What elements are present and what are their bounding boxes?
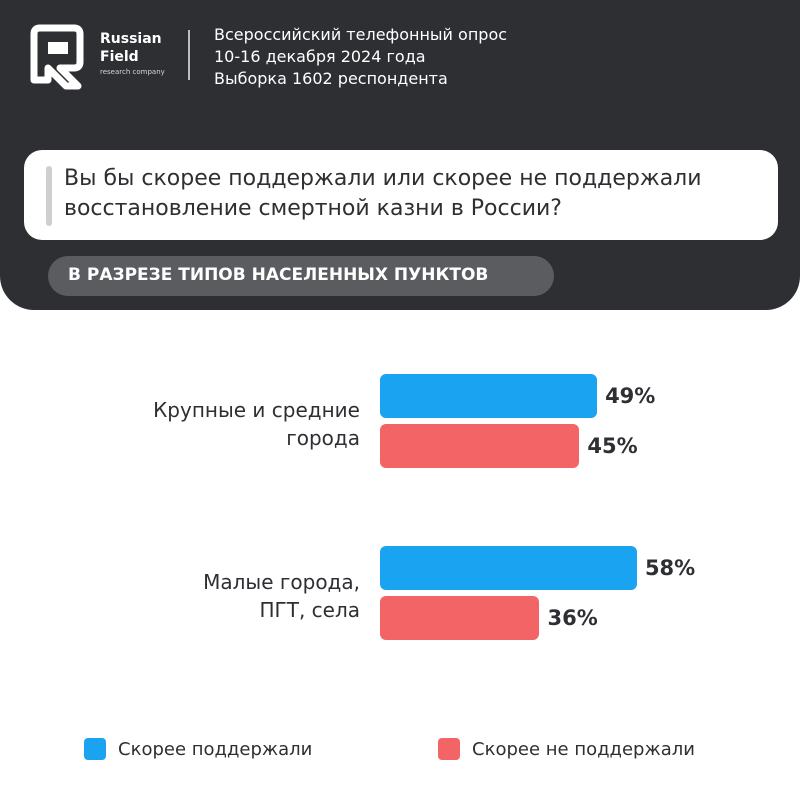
bar-support bbox=[380, 546, 637, 590]
question-text: Вы бы скорее поддержали или скорее не по… bbox=[64, 166, 702, 221]
legend-item: Скорее не поддержали bbox=[438, 736, 695, 762]
brand-name-line2: Field bbox=[100, 49, 139, 65]
bar-chart: Крупные и средние города 49% 45% Малые город… bbox=[0, 330, 800, 650]
survey-info-line1: Всероссийский телефонный опрос bbox=[214, 25, 508, 44]
bar-value-label: 58% bbox=[644, 556, 696, 580]
survey-info-line2: 10-16 декабря 2024 года bbox=[214, 47, 426, 66]
bar-value-label: 45% bbox=[587, 434, 638, 458]
section-label: В РАЗРЕЗЕ ТИПОВ НАСЕЛЕННЫХ ПУНКТОВ bbox=[68, 265, 489, 285]
category-label-line: города bbox=[286, 426, 360, 450]
bar-value-label: 36% bbox=[547, 606, 598, 630]
legend-label: Скорее не поддержали bbox=[472, 738, 695, 760]
category-label: Крупные и средние города bbox=[60, 396, 360, 452]
bar-support bbox=[380, 374, 598, 418]
survey-info: Всероссийский телефонный опрос 10-16 дек… bbox=[214, 24, 507, 90]
category-label: Малые города, ПГТ, села bbox=[60, 568, 360, 624]
header-panel: Russian Field research company Всероссий… bbox=[0, 0, 800, 310]
bar-oppose bbox=[380, 424, 580, 468]
category-label-line: Малые города, bbox=[203, 570, 360, 594]
category-label-line: Крупные и средние bbox=[153, 398, 360, 422]
legend-item: Скорее поддержали bbox=[84, 736, 312, 762]
brand-name: Russian Field research company bbox=[100, 30, 165, 78]
category-label-line: ПГТ, села bbox=[259, 598, 360, 622]
chart-legend: Скорее поддержали Скорее не поддержали bbox=[0, 736, 800, 766]
legend-swatch bbox=[438, 738, 460, 760]
question-accent-bar bbox=[46, 166, 52, 226]
section-label-pill: В РАЗРЕЗЕ ТИПОВ НАСЕЛЕННЫХ ПУНКТОВ bbox=[48, 256, 554, 296]
bar-oppose bbox=[380, 596, 540, 640]
brand-tagline: research company bbox=[100, 68, 165, 76]
legend-swatch bbox=[84, 738, 106, 760]
survey-info-line3: Выборка 1602 респондента bbox=[214, 69, 448, 88]
header-divider bbox=[188, 30, 190, 80]
brand-name-line1: Russian bbox=[100, 31, 162, 47]
legend-label: Скорее поддержали bbox=[118, 738, 313, 760]
russian-field-logo-icon bbox=[30, 24, 84, 90]
bar-value-label: 49% bbox=[605, 384, 656, 408]
question-box: Вы бы скорее поддержали или скорее не по… bbox=[24, 150, 778, 240]
